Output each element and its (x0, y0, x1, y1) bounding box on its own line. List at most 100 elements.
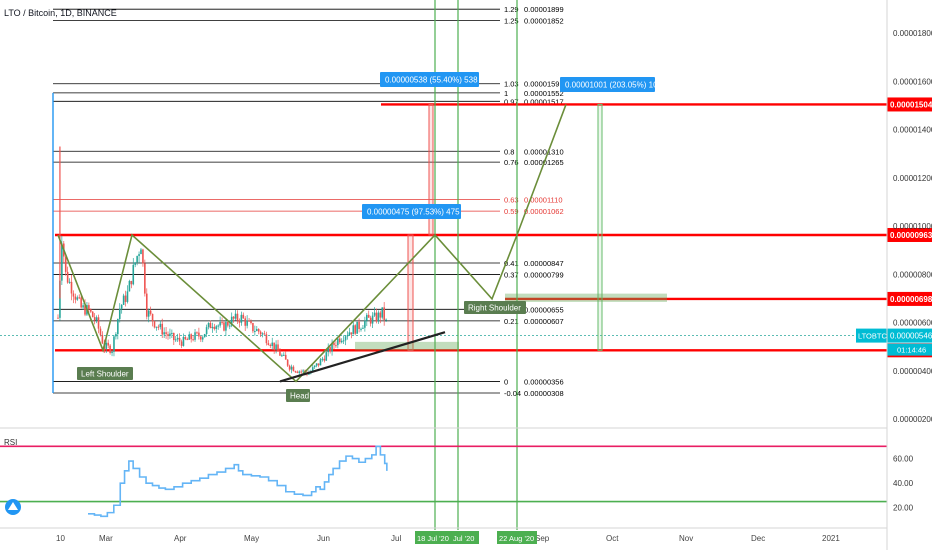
candle-body (302, 370, 304, 372)
fib-price: 0.00000308 (524, 389, 564, 398)
candle-body (111, 351, 113, 354)
candle-body (169, 333, 171, 337)
candle-body (155, 326, 158, 328)
candle-body (82, 305, 84, 308)
candle-body (252, 323, 254, 332)
pattern-label: Head (290, 392, 309, 401)
candle-body (263, 333, 266, 335)
time-axis-tick: Oct (606, 534, 619, 543)
candle-body (250, 321, 252, 324)
candle-body (281, 355, 283, 357)
fib-price: 0.00001852 (524, 17, 564, 26)
candle-body (147, 310, 150, 317)
candle-body (362, 327, 364, 329)
time-axis-tick: Jul (391, 534, 401, 543)
candle-body (126, 291, 129, 302)
fib-ratio: 0 (504, 377, 508, 386)
candle-body (352, 325, 355, 335)
fib-ratio: 0.76 (504, 158, 519, 167)
candle-body (354, 325, 357, 334)
candle-body (107, 342, 109, 346)
price-axis-tick: 0.00000400 (893, 367, 932, 376)
current-price-text: 0.00000546 (890, 332, 932, 341)
candle-body (167, 334, 169, 337)
candle-body (254, 331, 256, 333)
candle-body (242, 314, 245, 319)
rsi-axis-tick: 60.00 (893, 455, 914, 464)
candle-body (329, 347, 331, 352)
candle-body (360, 328, 362, 330)
candle-body (358, 321, 360, 330)
pattern-label-bg (464, 301, 526, 314)
fib-ratio: 1.25 (504, 17, 519, 26)
range-measure-box (407, 234, 414, 351)
date-highlight-tag (415, 531, 455, 544)
candle-body (244, 318, 247, 326)
candle-body (311, 367, 314, 372)
fib-price: 0.00001110 (524, 196, 563, 205)
pattern-label: Right Shoulder (468, 304, 521, 313)
candle-body (288, 365, 291, 370)
price-axis-tick: 0.00000800 (893, 270, 932, 279)
candle-body (124, 295, 127, 302)
candle-body (178, 337, 181, 342)
fib-price: 0.00000847 (524, 259, 564, 268)
candle-body (203, 334, 206, 338)
candle-body (99, 328, 102, 336)
candle-body (78, 297, 81, 299)
symbol-title: LTO / Bitcoin, 1D, BINANCE (4, 8, 117, 18)
candle-body (61, 243, 63, 281)
candle-body (109, 345, 111, 354)
range-measure-box (597, 103, 603, 351)
candle-body (138, 254, 140, 257)
candle-body (186, 339, 189, 341)
candle-body (385, 319, 387, 321)
candle-body (261, 333, 264, 335)
candle-body (234, 313, 237, 319)
fib-price: 0.00001517 (524, 97, 564, 106)
time-axis-tick: 10 (56, 534, 65, 543)
candle-body (335, 345, 337, 347)
candle-body (319, 359, 322, 366)
candle-body (140, 249, 142, 255)
fib-ratio: 0.8 (504, 147, 514, 156)
current-price-tag (887, 328, 932, 343)
candle-body (159, 323, 162, 328)
time-axis-tick: Apr (174, 534, 187, 543)
candle-body (88, 305, 90, 310)
candle-body (232, 316, 235, 319)
candle-body (271, 342, 274, 347)
candle-body (132, 264, 135, 285)
fib-ratio: 0.63 (504, 196, 519, 205)
candle-body (325, 352, 328, 361)
candle-body (176, 337, 179, 340)
fib-price: 0.00001899 (524, 5, 564, 14)
candle-body (257, 329, 260, 332)
level-price-text: 0.00001504 (890, 100, 932, 109)
candle-body (134, 262, 136, 265)
range-measure-box (428, 103, 434, 236)
level-price-text: 0.00000698 (890, 295, 932, 304)
pattern-label: Left Shoulder (81, 370, 129, 379)
ticker-name: LTOBTC (858, 332, 887, 341)
candle-body (267, 343, 270, 345)
candle-body (383, 307, 385, 320)
candle-body (173, 332, 175, 341)
candle-body (337, 338, 339, 346)
candle-body (366, 314, 368, 321)
candle-body (68, 281, 71, 283)
candle-body (217, 325, 219, 327)
candle-body (369, 317, 372, 324)
candle-body (122, 295, 125, 305)
fib-ratio: 0.59 (504, 207, 519, 216)
price-axis-tick: 0.00001000 (893, 222, 932, 231)
candle-body (379, 312, 382, 318)
candle-body (317, 363, 320, 366)
time-axis-tick: Jun (317, 534, 330, 543)
candle-body (227, 321, 229, 326)
fib-price: 0.00000356 (524, 377, 564, 386)
time-axis-tick: Dec (751, 534, 765, 543)
candle-body (95, 317, 98, 321)
candle-body (209, 322, 212, 329)
